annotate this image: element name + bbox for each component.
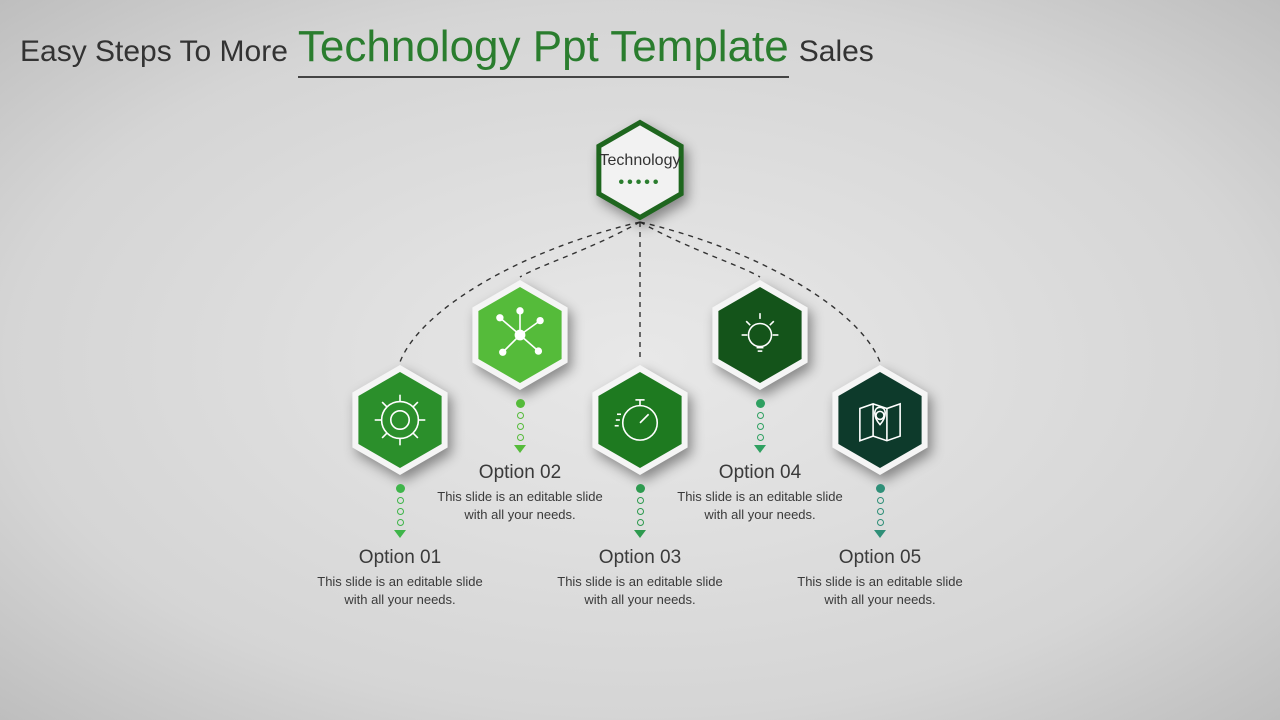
option-text-1: Option 01 This slide is an editable slid…: [315, 547, 485, 608]
option-connector-3: [634, 484, 646, 538]
option-text-2: Option 02 This slide is an editable slid…: [435, 462, 605, 523]
top-hexagon: [588, 118, 693, 223]
option-hexagon-2: [463, 278, 578, 393]
option-hexagon-5: [823, 363, 938, 478]
option-title-5: Option 05: [795, 547, 965, 569]
option-connector-5: [874, 484, 886, 538]
option-text-5: Option 05 This slide is an editable slid…: [795, 547, 965, 608]
option-desc-5: This slide is an editable slide with all…: [795, 573, 965, 608]
option-text-3: Option 03 This slide is an editable slid…: [555, 547, 725, 608]
option-connector-1: [394, 484, 406, 538]
option-desc-1: This slide is an editable slide with all…: [315, 573, 485, 608]
option-connector-4: [754, 399, 766, 453]
option-hexagon-3: [583, 363, 698, 478]
option-text-4: Option 04 This slide is an editable slid…: [675, 462, 845, 523]
option-desc-2: This slide is an editable slide with all…: [435, 488, 605, 523]
option-desc-4: This slide is an editable slide with all…: [675, 488, 845, 523]
top-hexagon-label: Technology: [600, 152, 681, 170]
option-connector-2: [514, 399, 526, 453]
top-hexagon-dots: •••••: [618, 174, 661, 192]
option-title-1: Option 01: [315, 547, 485, 569]
connectors-svg: [0, 0, 1280, 720]
option-hexagon-4: [703, 278, 818, 393]
option-title-3: Option 03: [555, 547, 725, 569]
diagram-stage: Technology ••••• Option 01 This slide is…: [0, 0, 1280, 720]
option-hexagon-1: [343, 363, 458, 478]
option-title-4: Option 04: [675, 462, 845, 484]
option-title-2: Option 02: [435, 462, 605, 484]
option-desc-3: This slide is an editable slide with all…: [555, 573, 725, 608]
